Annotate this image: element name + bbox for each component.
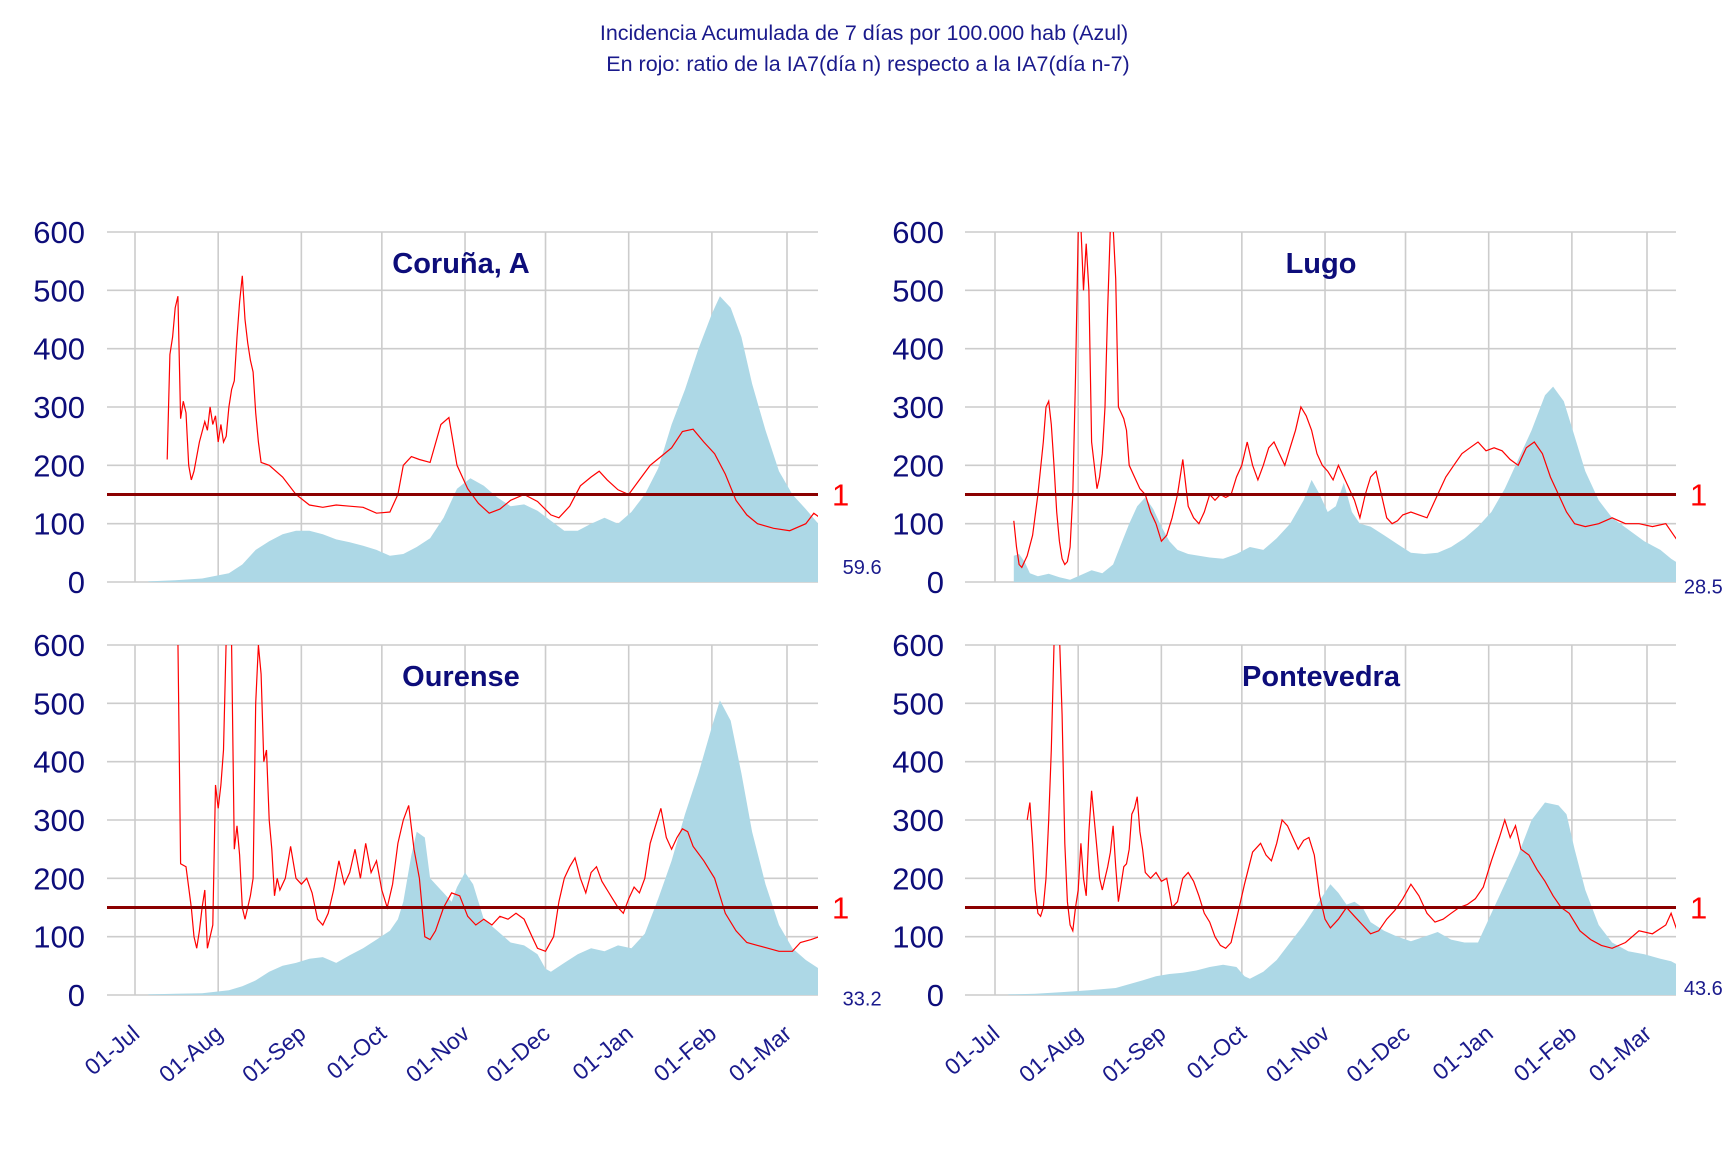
- y-tick-label: 300: [892, 390, 944, 425]
- y-tick-label: 200: [892, 448, 944, 483]
- figure-title-line1: Incidencia Acumulada de 7 días por 100.0…: [600, 21, 1128, 45]
- ia7-area: [148, 296, 818, 582]
- panel-title: Pontevedra: [1242, 661, 1401, 693]
- y-tick-label: 300: [33, 390, 85, 425]
- y-tick-label: 600: [892, 628, 944, 663]
- y-tick-label: 500: [33, 273, 85, 308]
- y-tick-label: 200: [33, 448, 85, 483]
- panel-title: Lugo: [1286, 248, 1357, 280]
- last-value-label: 59.6: [843, 557, 882, 579]
- panel-title: Coruña, A: [392, 248, 530, 280]
- y-tick-label: 0: [68, 565, 85, 600]
- y-tick-label: 500: [892, 273, 944, 308]
- y-tick-label: 200: [892, 861, 944, 896]
- y-tick-label: 300: [892, 803, 944, 838]
- y-tick-label: 500: [892, 686, 944, 721]
- panel-title: Ourense: [402, 661, 520, 693]
- y-tick-label: 600: [33, 628, 85, 663]
- ia7-area: [1008, 802, 1676, 995]
- y-tick-label: 400: [33, 332, 85, 367]
- y-tick-label: 400: [892, 745, 944, 780]
- y-tick-label: 100: [892, 507, 944, 542]
- ratio-line: [166, 275, 818, 532]
- last-value-label: 33.2: [843, 989, 882, 1011]
- figure-title-line2: En rojo: ratio de la IA7(día n) respecto…: [606, 52, 1129, 76]
- y-tick-label: 400: [33, 745, 85, 780]
- ratio-line: [177, 645, 818, 953]
- y-tick-label: 0: [927, 978, 944, 1013]
- y-tick-label: 0: [68, 978, 85, 1013]
- y-tick-label: 100: [892, 920, 944, 955]
- ref-line-label: 1: [1690, 891, 1707, 926]
- y-tick-label: 100: [33, 507, 85, 542]
- y-tick-label: 0: [927, 565, 944, 600]
- ref-line-label: 1: [832, 478, 849, 513]
- ia7-area: [148, 700, 818, 995]
- ref-line-label: 1: [1690, 478, 1707, 513]
- y-tick-label: 500: [33, 686, 85, 721]
- ref-line-label: 1: [832, 891, 849, 926]
- last-value-label: 28.5: [1684, 577, 1723, 599]
- y-tick-label: 600: [892, 215, 944, 250]
- panel-coru-a-a: 0 100 200 300 400 500 600 1 59.6 Coruña, A: [33, 215, 881, 600]
- panel-lugo: 0 100 200 300 400 500 600 1 28.5 Lugo: [892, 215, 1723, 600]
- y-tick-label: 400: [892, 332, 944, 367]
- ia7-area: [1013, 386, 1676, 582]
- last-value-label: 43.6: [1684, 978, 1723, 1000]
- y-tick-label: 300: [33, 803, 85, 838]
- y-tick-label: 100: [33, 920, 85, 955]
- ratio-line: [1026, 645, 1676, 950]
- y-tick-label: 200: [33, 861, 85, 896]
- y-tick-label: 600: [33, 215, 85, 250]
- ratio-line: [1013, 232, 1676, 569]
